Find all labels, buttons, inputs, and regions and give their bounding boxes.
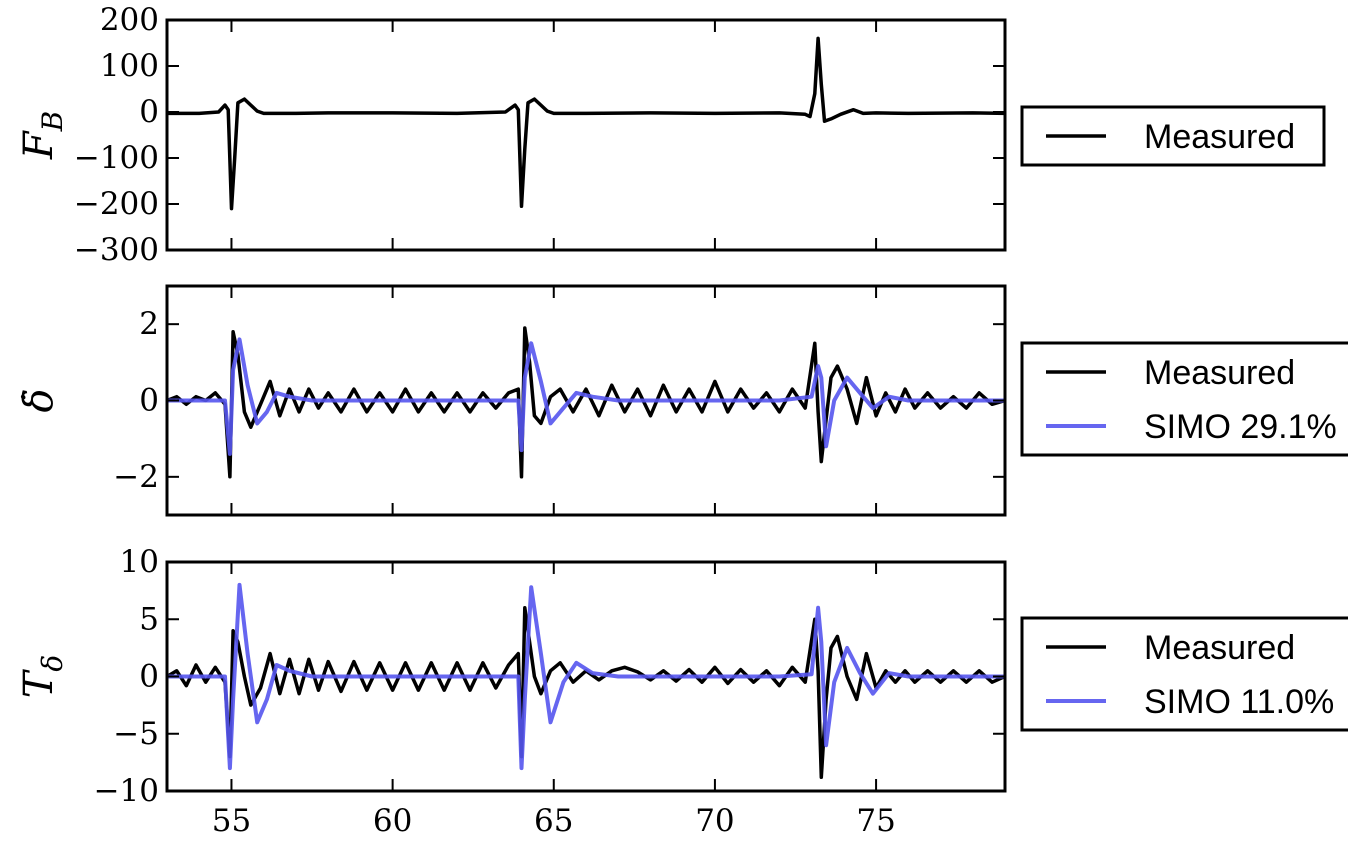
y-axis-label-sub: δ (36, 655, 69, 672)
legend-box (1020, 341, 1348, 457)
x-tick-label: 65 (534, 803, 573, 839)
panel-t-delta: 10 5 0 −5 −10 Tδ 55 60 65 70 75 Measured SIMO 11.0% (16, 544, 1348, 839)
plot-frame (165, 18, 1007, 252)
y-tick-label: 100 (100, 48, 159, 84)
y-tick-label: 5 (139, 601, 159, 637)
y-tick-label: −300 (74, 232, 159, 268)
y-tick-label: −100 (74, 140, 159, 176)
legend-label: Measured (1144, 354, 1295, 392)
series-line-simo-11-0 (167, 582, 1005, 771)
y-tick-label: 2 (139, 306, 159, 342)
x-tick-label: 60 (373, 803, 412, 839)
y-axis-label-main: F (16, 130, 62, 160)
y-tick-label: −5 (113, 716, 159, 752)
panel-delta-dot: 2 0 −2 δ̇ Measured SIMO 29.1% (16, 284, 1348, 517)
legend-box (1020, 616, 1348, 732)
legend-label: Measured (1144, 629, 1295, 667)
series-line-simo-29-1 (167, 337, 1005, 456)
series-line-measured (167, 36, 1005, 211)
y-axis-label: δ̇ (16, 388, 62, 412)
y-tick-label: −200 (74, 186, 159, 222)
series-line-measured (167, 606, 1005, 780)
series-group (167, 326, 1005, 479)
y-axis-label-sub: B (36, 111, 69, 133)
y-tick-label: 0 (139, 94, 159, 130)
y-tick-label: 0 (139, 659, 159, 695)
series-group (167, 36, 1005, 211)
legend-label: SIMO 11.0% (1144, 683, 1334, 721)
y-tick-label: 0 (139, 383, 159, 419)
y-tick-label: 200 (100, 2, 159, 38)
y-axis-label-main: T (16, 668, 62, 698)
y-axis-label: FB (16, 111, 69, 160)
y-tick-label: −10 (94, 773, 159, 809)
x-tick-label: 55 (212, 803, 251, 839)
legend-label: SIMO 29.1% (1144, 408, 1337, 446)
y-tick-label: 10 (120, 544, 159, 580)
y-axis-label: Tδ (16, 655, 69, 699)
y-tick-label: −2 (113, 459, 159, 495)
panel-fb: 200 100 0 −100 −200 −300 FB Measured (16, 2, 1326, 268)
legend-label: Measured (1144, 118, 1295, 156)
series-group (167, 582, 1005, 780)
x-tick-label: 70 (695, 803, 734, 839)
x-tick-label: 75 (856, 803, 895, 839)
